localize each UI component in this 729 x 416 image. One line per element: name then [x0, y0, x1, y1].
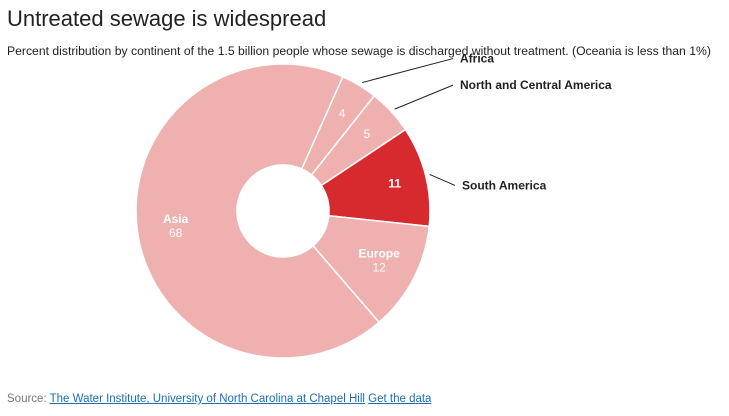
- get-the-data-link[interactable]: Get the data: [368, 393, 432, 405]
- source-prefix: Source:: [7, 393, 47, 405]
- leader-line-north-and-central-america: [394, 84, 454, 110]
- slice-value-asia: 68: [169, 226, 183, 240]
- slice-south-america: [320, 128, 431, 228]
- source-line: Source: The Water Institute, University …: [7, 392, 431, 406]
- slice-label-asia: Asia: [163, 212, 189, 226]
- slice-value-south-america: 11: [388, 177, 401, 191]
- slice-label-south-america: South America: [462, 178, 547, 192]
- leader-lines: [362, 58, 456, 186]
- slice-label-europe: Europe: [358, 246, 400, 260]
- slice-label-africa: Africa: [460, 52, 494, 66]
- chart-title: Untreated sewage is widespread: [7, 6, 327, 31]
- leader-line-africa: [362, 58, 454, 84]
- donut-slices: [135, 63, 431, 359]
- source-link[interactable]: The Water Institute, University of North…: [49, 393, 365, 405]
- slice-value-north-and-central-america: 5: [364, 127, 371, 141]
- leader-line-south-america: [429, 173, 456, 186]
- slice-value-africa: 4: [339, 106, 346, 120]
- slice-labels: 4 Africa 5 North and Central America 11 South…: [163, 52, 612, 275]
- slice-label-north-and-central-america: North and Central America: [460, 78, 612, 92]
- chart-subtitle: Percent distribution by continent of the…: [7, 44, 711, 58]
- donut-chart: 4 Africa 5 North and Central America 11 South…: [135, 52, 612, 359]
- slice-asia: [135, 63, 380, 359]
- slice-value-europe: 12: [372, 260, 386, 274]
